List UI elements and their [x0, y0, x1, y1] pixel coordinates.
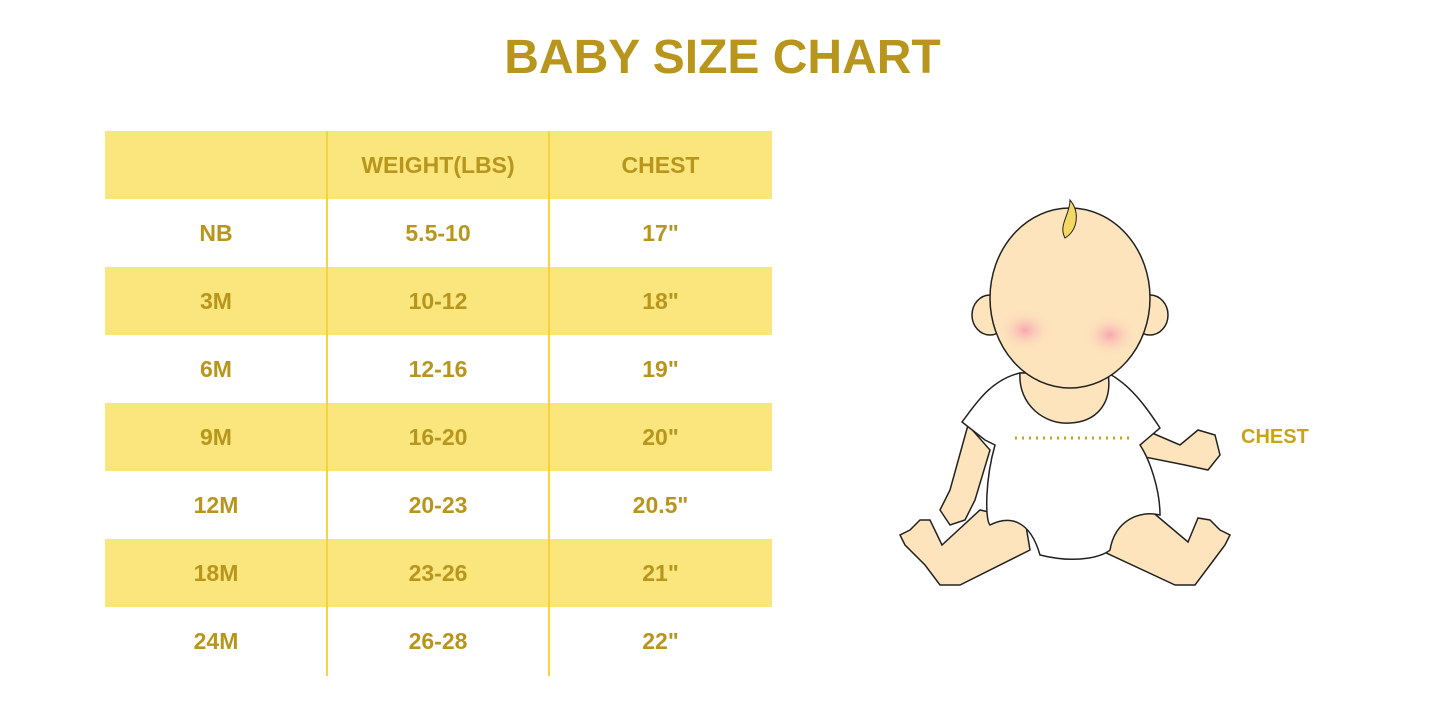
table-row: 9M 16-20 20"	[105, 403, 772, 471]
table-row: NB 5.5-10 17"	[105, 199, 772, 267]
weight-cell: 23-26	[408, 559, 468, 586]
size-cell: 24M	[193, 627, 239, 654]
size-cell: 9M	[200, 423, 232, 450]
column-divider	[548, 131, 550, 676]
weight-cell: 5.5-10	[405, 219, 471, 246]
header-cell-chest: CHEST	[621, 151, 700, 178]
size-cell: 6M	[200, 355, 232, 382]
chest-cell: 22"	[642, 627, 679, 654]
table-row: 6M 12-16 19"	[105, 335, 772, 403]
column-divider	[326, 131, 328, 676]
chest-cell: 20.5"	[632, 491, 689, 518]
chest-cell: 17"	[642, 219, 679, 246]
page-title: BABY SIZE CHART	[504, 31, 941, 84]
table-row: 3M 10-12 18"	[105, 267, 772, 335]
chest-cell: 19"	[642, 355, 679, 382]
size-cell: 18M	[193, 559, 239, 586]
chest-label: CHEST	[1241, 426, 1309, 448]
chest-cell: 18"	[642, 287, 679, 314]
table-row: 12M 20-23 20.5"	[105, 471, 772, 539]
weight-cell: 10-12	[408, 287, 468, 314]
baby-illustration-icon	[898, 198, 1232, 586]
weight-cell: 12-16	[408, 355, 468, 382]
table-header-row: WEIGHT(LBS) CHEST	[105, 131, 772, 199]
size-table: WEIGHT(LBS) CHEST NB 5.5-10 17" 3M 10-12…	[105, 131, 772, 675]
size-cell: NB	[199, 219, 233, 246]
weight-cell: 20-23	[408, 491, 468, 518]
size-cell: 12M	[193, 491, 239, 518]
header-cell	[105, 131, 327, 199]
header-cell-weight: WEIGHT(LBS)	[361, 151, 515, 178]
table-row: 18M 23-26 21"	[105, 539, 772, 607]
weight-cell: 26-28	[408, 627, 468, 654]
size-cell: 3M	[200, 287, 232, 314]
weight-cell: 16-20	[408, 423, 468, 450]
chest-cell: 20"	[642, 423, 679, 450]
table-row: 24M 26-28 22"	[105, 607, 772, 675]
chest-cell: 21"	[642, 559, 679, 586]
